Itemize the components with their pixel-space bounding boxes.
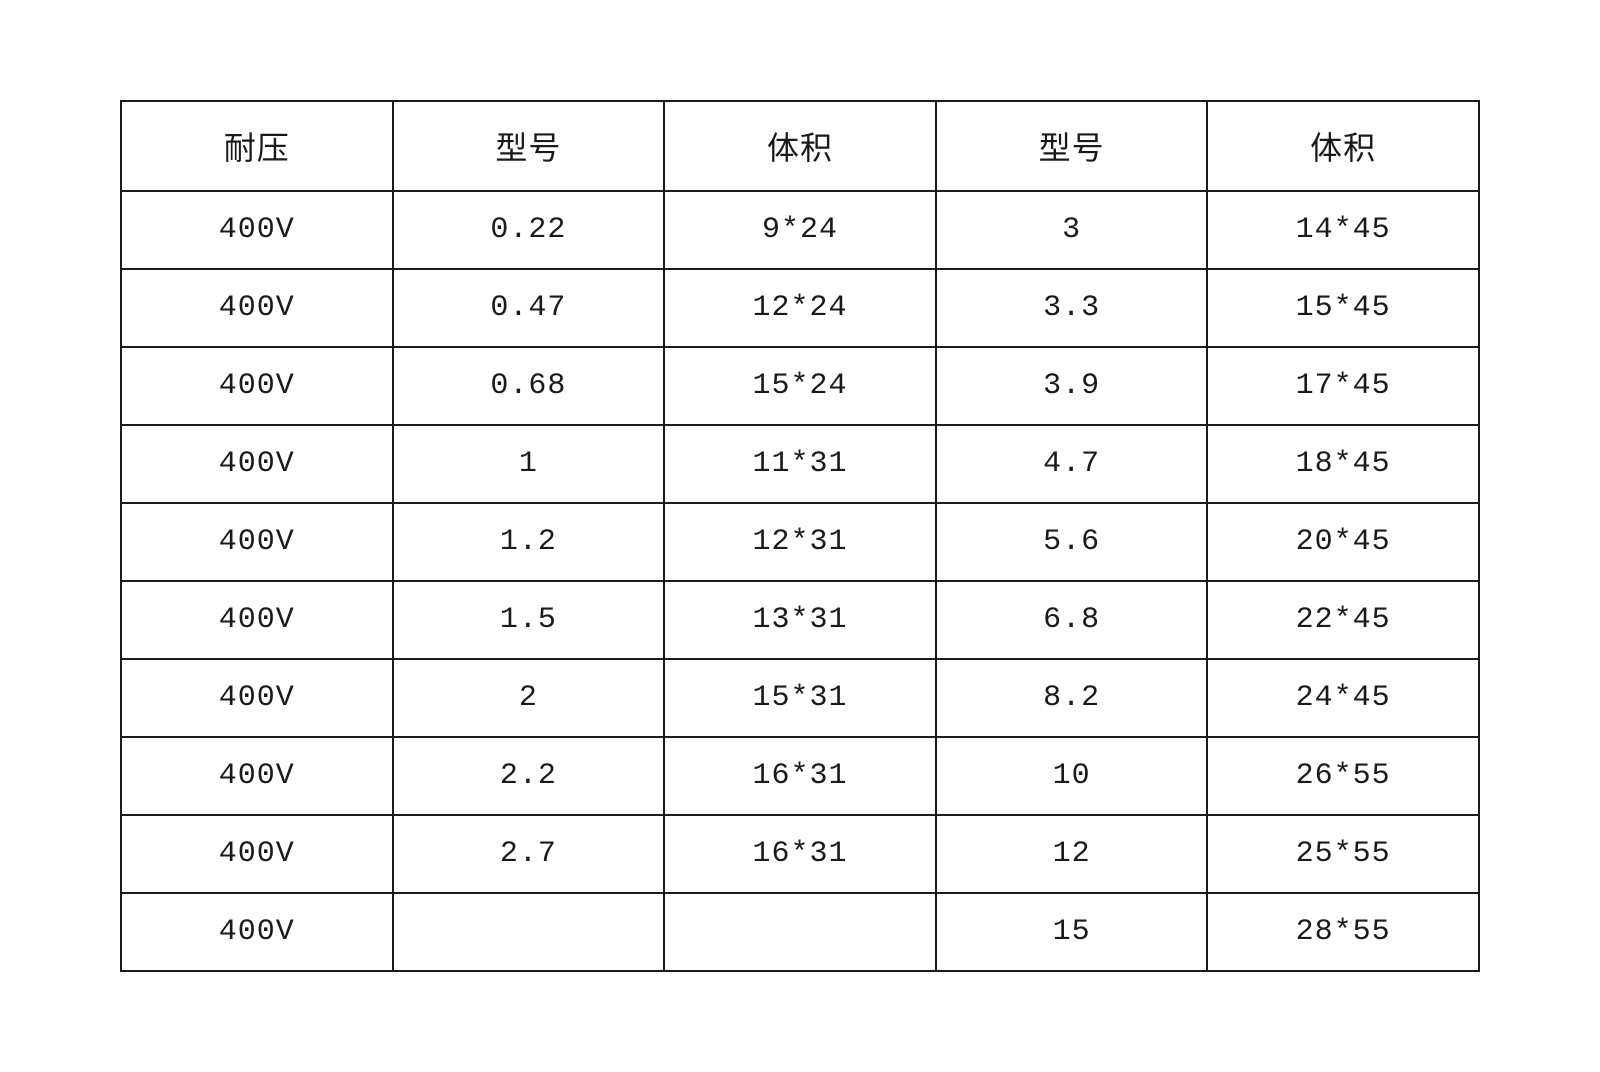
cell-volume-1: 15*24 (664, 347, 936, 425)
cell-volume-1 (664, 893, 936, 971)
table-row: 400V 0.47 12*24 3.3 15*45 (121, 269, 1479, 347)
cell-model-2: 3.3 (936, 269, 1208, 347)
table-row: 400V 2.7 16*31 12 25*55 (121, 815, 1479, 893)
cell-model-1: 0.22 (393, 191, 665, 269)
cell-volume-1: 13*31 (664, 581, 936, 659)
cell-volume-2: 20*45 (1207, 503, 1479, 581)
cell-model-1: 0.68 (393, 347, 665, 425)
cell-model-1: 1.2 (393, 503, 665, 581)
cell-model-2: 5.6 (936, 503, 1208, 581)
table-row: 400V 2.2 16*31 10 26*55 (121, 737, 1479, 815)
cell-model-2: 3 (936, 191, 1208, 269)
cell-model-1: 2.7 (393, 815, 665, 893)
cell-volume-1: 16*31 (664, 737, 936, 815)
cell-voltage: 400V (121, 659, 393, 737)
cell-voltage: 400V (121, 347, 393, 425)
cell-model-2: 4.7 (936, 425, 1208, 503)
cell-volume-2: 28*55 (1207, 893, 1479, 971)
table-row: 400V 0.22 9*24 3 14*45 (121, 191, 1479, 269)
cell-voltage: 400V (121, 503, 393, 581)
cell-volume-2: 15*45 (1207, 269, 1479, 347)
table-row: 400V 1.5 13*31 6.8 22*45 (121, 581, 1479, 659)
cell-volume-2: 18*45 (1207, 425, 1479, 503)
cell-model-2: 6.8 (936, 581, 1208, 659)
cell-volume-2: 26*55 (1207, 737, 1479, 815)
cell-volume-2: 14*45 (1207, 191, 1479, 269)
table-row: 400V 2 15*31 8.2 24*45 (121, 659, 1479, 737)
cell-model-2: 12 (936, 815, 1208, 893)
table-body: 400V 0.22 9*24 3 14*45 400V 0.47 12*24 3… (121, 191, 1479, 971)
table-row: 400V 15 28*55 (121, 893, 1479, 971)
table-row: 400V 1.2 12*31 5.6 20*45 (121, 503, 1479, 581)
cell-volume-1: 12*31 (664, 503, 936, 581)
table-row: 400V 0.68 15*24 3.9 17*45 (121, 347, 1479, 425)
table-header-row: 耐压 型号 体积 型号 体积 (121, 101, 1479, 191)
col-header-model-1: 型号 (393, 101, 665, 191)
cell-volume-2: 17*45 (1207, 347, 1479, 425)
cell-volume-2: 24*45 (1207, 659, 1479, 737)
cell-model-2: 15 (936, 893, 1208, 971)
col-header-volume-1: 体积 (664, 101, 936, 191)
cell-voltage: 400V (121, 737, 393, 815)
specs-table-wrapper: 耐压 型号 体积 型号 体积 400V 0.22 9*24 3 14*45 40… (120, 100, 1480, 972)
cell-volume-1: 12*24 (664, 269, 936, 347)
cell-voltage: 400V (121, 581, 393, 659)
cell-voltage: 400V (121, 893, 393, 971)
cell-voltage: 400V (121, 191, 393, 269)
specs-table: 耐压 型号 体积 型号 体积 400V 0.22 9*24 3 14*45 40… (120, 100, 1480, 972)
cell-volume-1: 15*31 (664, 659, 936, 737)
table-header: 耐压 型号 体积 型号 体积 (121, 101, 1479, 191)
col-header-model-2: 型号 (936, 101, 1208, 191)
cell-volume-1: 16*31 (664, 815, 936, 893)
cell-volume-1: 9*24 (664, 191, 936, 269)
cell-model-1: 1.5 (393, 581, 665, 659)
cell-volume-2: 25*55 (1207, 815, 1479, 893)
table-row: 400V 1 11*31 4.7 18*45 (121, 425, 1479, 503)
cell-model-2: 10 (936, 737, 1208, 815)
cell-model-2: 8.2 (936, 659, 1208, 737)
cell-volume-2: 22*45 (1207, 581, 1479, 659)
cell-voltage: 400V (121, 269, 393, 347)
col-header-volume-2: 体积 (1207, 101, 1479, 191)
cell-model-1 (393, 893, 665, 971)
cell-voltage: 400V (121, 815, 393, 893)
cell-model-2: 3.9 (936, 347, 1208, 425)
cell-model-1: 2.2 (393, 737, 665, 815)
cell-model-1: 2 (393, 659, 665, 737)
cell-model-1: 1 (393, 425, 665, 503)
cell-volume-1: 11*31 (664, 425, 936, 503)
col-header-voltage: 耐压 (121, 101, 393, 191)
cell-voltage: 400V (121, 425, 393, 503)
cell-model-1: 0.47 (393, 269, 665, 347)
